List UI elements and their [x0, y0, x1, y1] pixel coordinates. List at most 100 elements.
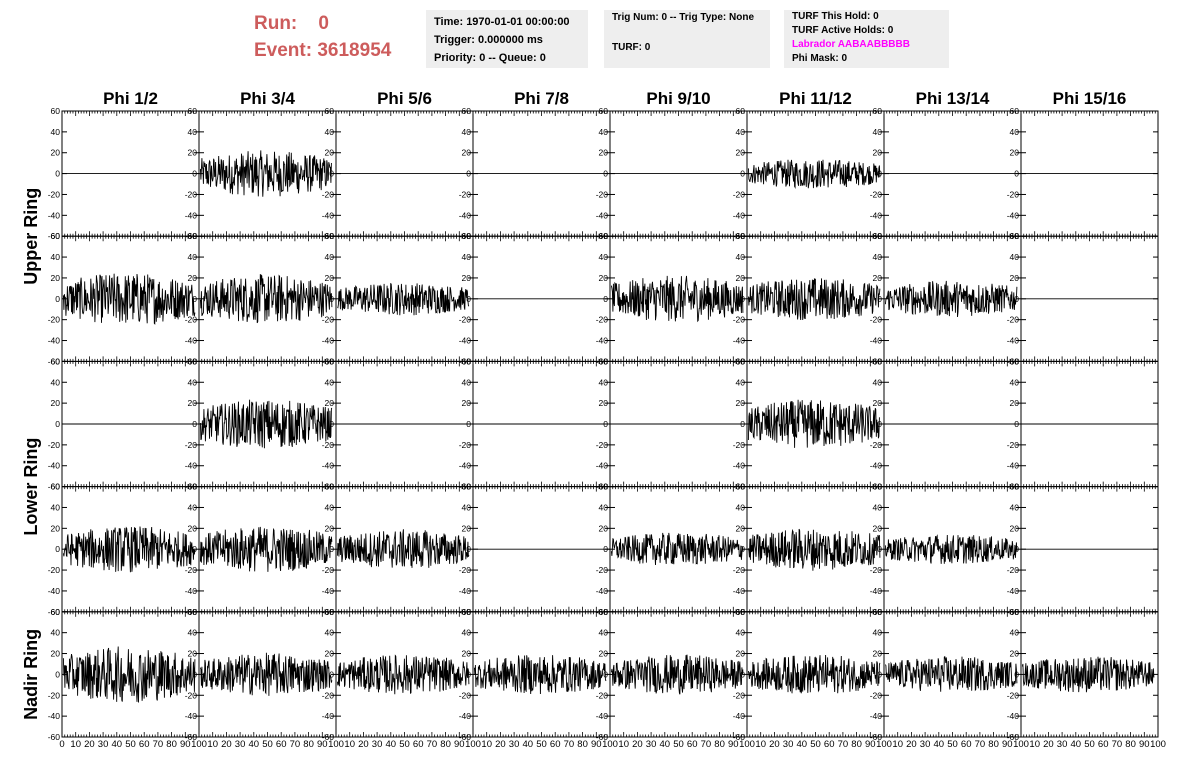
y-tick-label: 60 [873, 231, 883, 241]
y-tick-label: -40 [48, 711, 61, 721]
x-tick-label: 50 [947, 739, 958, 750]
y-tick-label: 0 [740, 544, 745, 554]
y-tick-label: 20 [462, 523, 472, 533]
y-tick-label: 0 [740, 294, 745, 304]
x-tick-label: 90 [454, 739, 465, 750]
y-tick-label: -20 [48, 315, 61, 325]
y-tick-label: -20 [733, 440, 746, 450]
y-tick-label: -20 [1007, 440, 1020, 450]
x-tick-label: 60 [276, 739, 287, 750]
x-tick-label: 30 [920, 739, 931, 750]
y-tick-label: -40 [459, 586, 472, 596]
y-tick-label: -60 [185, 732, 198, 742]
y-tick-label: 60 [462, 106, 472, 116]
y-tick-label: 20 [599, 649, 609, 659]
waveform-trace [199, 399, 333, 449]
y-tick-label: -40 [870, 336, 883, 346]
y-tick-label: -20 [459, 315, 472, 325]
y-tick-label: -20 [48, 189, 61, 199]
y-tick-label: 60 [188, 607, 198, 617]
waveform-trace [62, 526, 196, 573]
waveform-trace [747, 159, 881, 189]
trigger-text: Trigger: 0.000000 ms [434, 34, 543, 46]
y-tick-label: -40 [870, 586, 883, 596]
y-tick-label: -40 [322, 586, 335, 596]
y-tick-label: 0 [603, 544, 608, 554]
waveform-trace [199, 150, 333, 197]
event-label: Event: [254, 40, 313, 61]
y-tick-label: 0 [877, 169, 882, 179]
y-tick-label: 60 [1010, 607, 1020, 617]
x-tick-label: 90 [317, 739, 328, 750]
y-tick-label: 60 [188, 106, 198, 116]
x-tick-label: 40 [660, 739, 671, 750]
y-tick-label: 60 [51, 106, 61, 116]
y-tick-label: -20 [1007, 690, 1020, 700]
row-title: Upper Ring [21, 188, 41, 285]
waveform-trace [62, 273, 196, 325]
y-tick-label: 60 [51, 356, 61, 366]
x-tick-label: 50 [810, 739, 821, 750]
column-title: Phi 7/8 [514, 89, 569, 108]
x-tick-label: 30 [98, 739, 109, 750]
y-tick-label: -60 [322, 732, 335, 742]
y-tick-label: 40 [188, 252, 198, 262]
y-tick-label: 40 [599, 127, 609, 137]
y-tick-label: -20 [733, 189, 746, 199]
y-tick-label: -20 [459, 189, 472, 199]
x-tick-label: 60 [413, 739, 424, 750]
x-tick-label: 90 [180, 739, 191, 750]
y-tick-label: 0 [329, 419, 334, 429]
column-title: Phi 15/16 [1053, 89, 1127, 108]
y-tick-label: -60 [48, 231, 61, 241]
y-tick-label: 20 [1010, 398, 1020, 408]
y-tick-label: 20 [325, 148, 335, 158]
y-tick-label: 40 [1010, 628, 1020, 638]
y-tick-label: 40 [325, 628, 335, 638]
y-tick-label: -60 [596, 732, 609, 742]
y-tick-label: 0 [603, 294, 608, 304]
y-tick-label: -20 [596, 440, 609, 450]
y-tick-label: -40 [322, 210, 335, 220]
time-info-box: Time: 1970-01-01 00:00:00 Trigger: 0.000… [426, 10, 588, 68]
y-tick-label: -40 [1007, 210, 1020, 220]
y-tick-label: 60 [325, 482, 335, 492]
x-tick-label: 80 [988, 739, 999, 750]
y-tick-label: -20 [870, 315, 883, 325]
x-tick-label: 70 [975, 739, 986, 750]
waveform-trace [337, 282, 470, 316]
y-tick-label: 40 [599, 377, 609, 387]
y-tick-label: 0 [329, 544, 334, 554]
y-tick-label: -20 [459, 440, 472, 450]
x-tick-label: 100 [602, 739, 618, 750]
x-tick-label: 70 [701, 739, 712, 750]
y-tick-label: -60 [48, 356, 61, 366]
y-tick-label: -20 [185, 440, 198, 450]
y-tick-label: 40 [599, 252, 609, 262]
y-tick-label: -60 [870, 732, 883, 742]
y-tick-label: -40 [459, 461, 472, 471]
x-tick-label: 80 [166, 739, 177, 750]
y-tick-label: 60 [599, 106, 609, 116]
y-tick-label: -20 [459, 690, 472, 700]
y-tick-label: 40 [873, 377, 883, 387]
x-tick-label: 60 [687, 739, 698, 750]
x-tick-label: 40 [386, 739, 397, 750]
y-tick-label: -40 [733, 210, 746, 220]
y-tick-label: -40 [322, 711, 335, 721]
y-tick-label: -40 [596, 336, 609, 346]
y-tick-label: 20 [325, 649, 335, 659]
y-tick-label: -40 [185, 586, 198, 596]
x-tick-label: 30 [372, 739, 383, 750]
x-tick-label: 90 [591, 739, 602, 750]
y-tick-label: 60 [1010, 106, 1020, 116]
y-tick-label: 40 [736, 628, 746, 638]
y-tick-label: 20 [188, 148, 198, 158]
waveform-trace [336, 529, 470, 568]
y-tick-label: -60 [48, 482, 61, 492]
y-tick-label: -20 [596, 690, 609, 700]
y-tick-label: 60 [462, 482, 472, 492]
y-tick-label: 0 [329, 169, 334, 179]
y-tick-label: 40 [1010, 377, 1020, 387]
x-tick-label: 10 [70, 739, 81, 750]
